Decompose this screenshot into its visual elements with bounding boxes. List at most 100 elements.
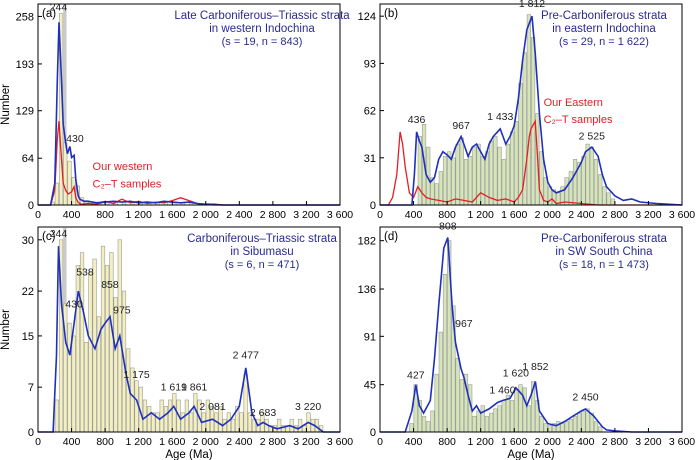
panel-letter: (a) <box>42 8 56 20</box>
y-tick-label: 91 <box>364 331 376 343</box>
histogram-bar <box>556 421 561 433</box>
y-tick-label: 22 <box>22 286 34 298</box>
panel-title: Carboniferous–Triassic strata <box>187 233 337 245</box>
y-tick-label: 258 <box>16 11 34 23</box>
histogram-bar <box>468 155 473 206</box>
peak-age-label: 858 <box>101 279 119 291</box>
histogram-bar <box>610 198 615 206</box>
x-tick-label: 1 200 <box>468 209 494 221</box>
x-axis-label: Age (Ma) <box>507 449 554 460</box>
panel-title: Late Carboniferous–Triassic strata <box>174 10 350 22</box>
own-samples-annotation: Our western <box>93 161 153 173</box>
y-tick-label: 30 <box>22 235 34 247</box>
peak-age-label: 3 220 <box>295 401 321 413</box>
histogram-bar <box>434 373 439 433</box>
histogram-bar <box>79 252 85 433</box>
x-tick-label: 800 <box>96 436 114 448</box>
y-tick-label: 93 <box>364 58 376 70</box>
x-tick-label: 3 200 <box>635 209 661 221</box>
histogram-bar <box>409 423 414 433</box>
kde-curve-own-samples <box>380 119 682 206</box>
histogram-bar <box>564 177 569 206</box>
peak-age-label: 538 <box>76 266 94 278</box>
histogram-bar <box>593 421 599 433</box>
histogram-bar <box>572 415 578 433</box>
histogram-bar <box>543 423 548 433</box>
histogram-bar <box>434 183 439 206</box>
histogram-bar <box>489 140 494 206</box>
y-tick-label: 0 <box>370 200 376 212</box>
histogram-bar <box>88 271 93 433</box>
y-tick-label: 182 <box>358 236 376 248</box>
histogram-bar <box>472 415 477 433</box>
panel-title: Pre-Carboniferous strata <box>541 10 668 22</box>
histogram-bar <box>54 399 59 433</box>
own-samples-annotation: Our Eastern <box>544 97 603 109</box>
histogram-bar <box>581 155 586 206</box>
y-tick-label: 31 <box>364 153 376 165</box>
y-tick-label: 193 <box>16 59 34 71</box>
x-tick-label: 0 <box>377 436 383 448</box>
kde-curve <box>38 22 340 206</box>
plot-frame <box>37 3 341 206</box>
y-tick-label: 62 <box>364 106 376 118</box>
histogram-bar <box>510 131 515 206</box>
histogram-bar <box>505 143 511 206</box>
x-tick-label: 400 <box>63 209 81 221</box>
peak-age-label: 1 460 <box>489 384 515 396</box>
histogram-bar <box>472 146 477 206</box>
peak-age-label: 1 812 <box>519 0 545 10</box>
histogram-bar <box>539 415 544 433</box>
histogram-bar <box>442 274 448 433</box>
x-tick-label: 400 <box>63 436 81 448</box>
histogram-bar <box>526 14 531 206</box>
histogram-bar <box>451 157 456 206</box>
x-tick-label: 2 400 <box>568 209 594 221</box>
panel-stats: (s = 19, n = 843) <box>222 36 303 48</box>
x-tick-label: 1 200 <box>468 436 494 448</box>
histogram-bar <box>430 410 435 433</box>
peak-age-label: 2 477 <box>233 350 259 362</box>
shaded-age-band <box>63 5 67 205</box>
peak-age-label: 975 <box>113 305 131 317</box>
x-tick-label: 3 200 <box>293 209 319 221</box>
x-tick-label: 2 000 <box>193 436 219 448</box>
peak-age-label: 1 433 <box>487 111 513 123</box>
histogram-bar <box>455 143 460 206</box>
histogram-bar <box>518 82 523 206</box>
histogram-bar <box>505 394 511 433</box>
x-tick-label: 2 800 <box>260 436 286 448</box>
peak-age-label: 2 683 <box>250 407 276 419</box>
peak-age-label: 2 081 <box>199 401 225 413</box>
panel-letter: (b) <box>384 8 398 20</box>
histogram-bar <box>147 406 152 433</box>
histogram-bar <box>564 421 569 433</box>
x-tick-label: 1 600 <box>159 209 185 221</box>
x-tick-label: 2 800 <box>602 209 628 221</box>
x-tick-label: 3 200 <box>635 436 661 448</box>
plot-frame <box>37 226 341 433</box>
histogram-bar <box>497 146 502 206</box>
histogram-bar <box>277 418 282 433</box>
plot-frame <box>379 226 683 433</box>
own-samples-annotation: C₂–T samples <box>544 114 613 126</box>
histogram-bar <box>501 400 506 433</box>
x-tick-label: 2 400 <box>568 436 594 448</box>
histogram-bar <box>560 423 565 433</box>
x-tick-label: 800 <box>438 436 456 448</box>
peak-age-label: 430 <box>66 133 84 145</box>
histogram-bar <box>514 120 519 206</box>
histogram-bar <box>572 159 578 206</box>
histogram-bar <box>67 160 72 206</box>
kde-curve <box>380 237 682 433</box>
histogram-bar <box>463 159 469 206</box>
peak-age-label: 1 175 <box>123 369 149 381</box>
histogram-bar <box>602 186 607 206</box>
peak-age-label: 967 <box>455 318 473 330</box>
x-tick-label: 3 600 <box>327 209 353 221</box>
histogram-bar <box>172 393 177 433</box>
histogram-bar <box>489 412 494 433</box>
y-tick-label: 124 <box>358 11 376 23</box>
x-tick-label: 800 <box>96 209 114 221</box>
